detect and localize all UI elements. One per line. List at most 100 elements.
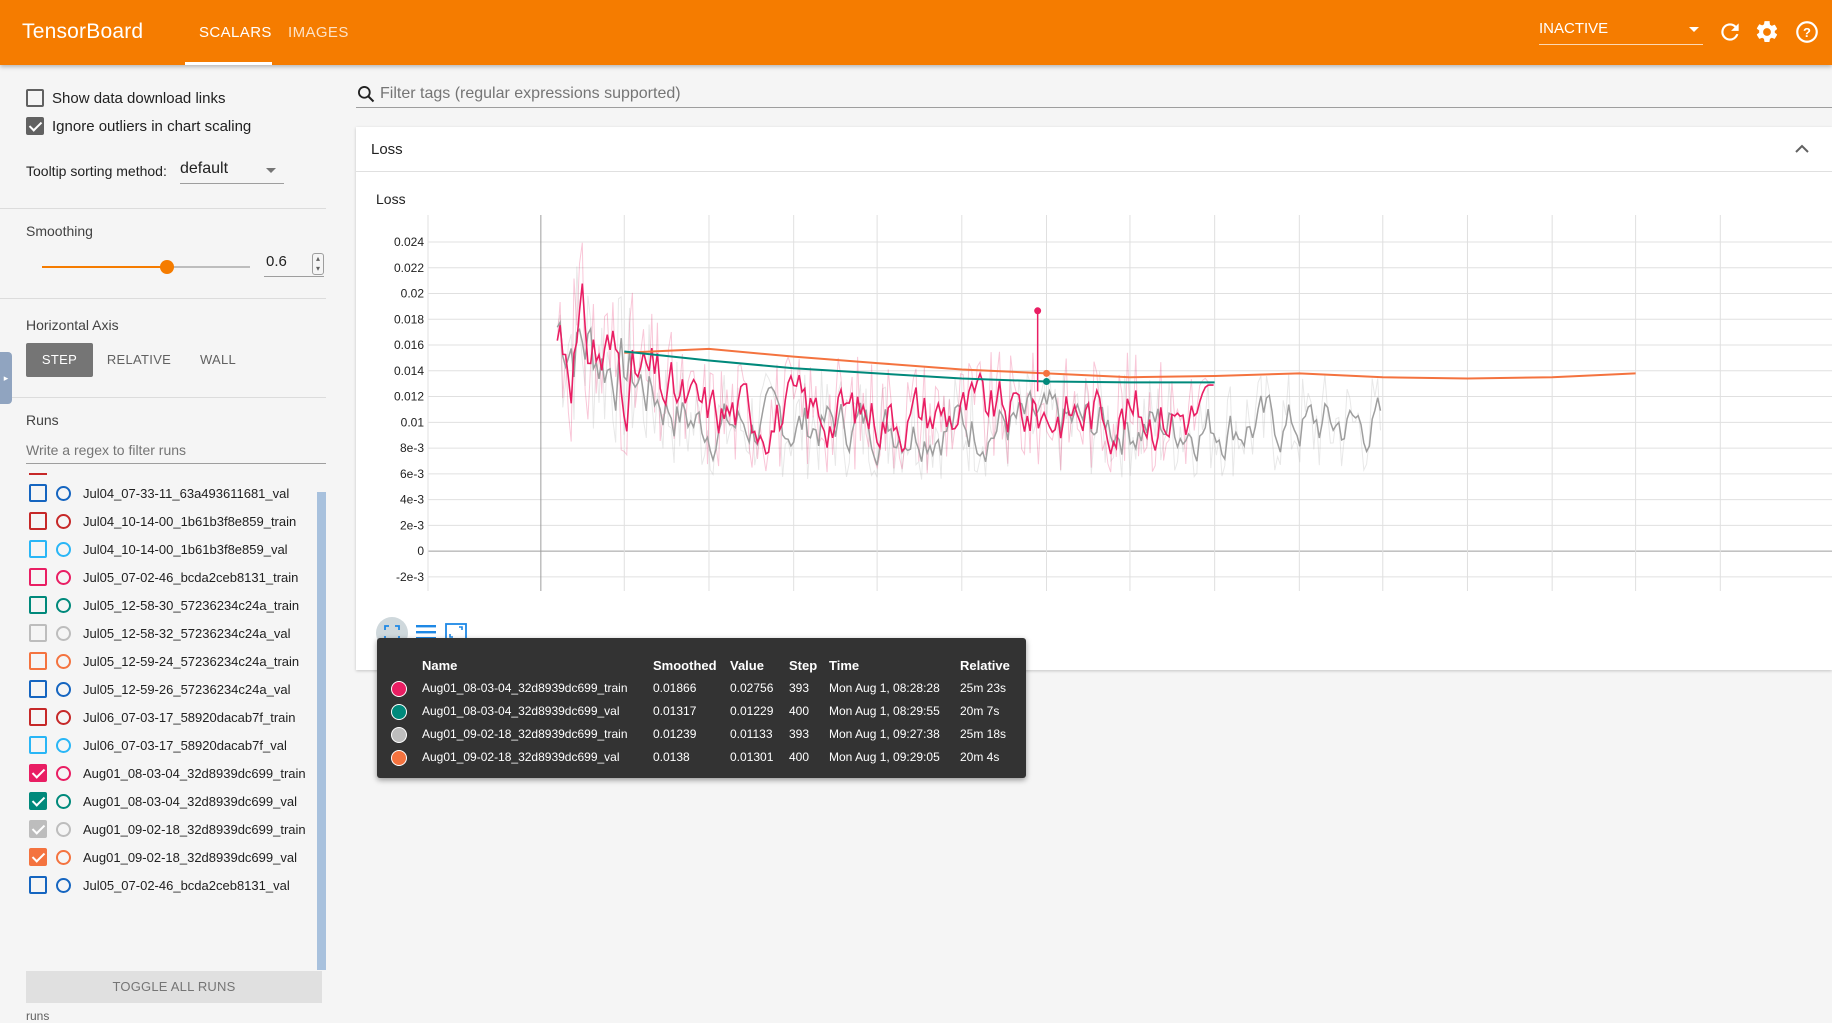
runs-scrollbar[interactable]: [317, 492, 326, 970]
run-row[interactable]: Jul04_10-14-00_1b61b3f8e859_val: [29, 537, 288, 561]
settings-gear-icon[interactable]: [1754, 19, 1780, 45]
run-checkbox-checked[interactable]: [29, 764, 47, 782]
run-checkbox[interactable]: [29, 540, 47, 558]
axis-step-button[interactable]: STEP: [26, 343, 93, 377]
run-checkbox-checked[interactable]: [29, 848, 47, 866]
tab-scalars[interactable]: SCALARS: [199, 24, 272, 41]
run-color-circle-icon[interactable]: [56, 709, 71, 725]
checkbox-box-checked[interactable]: [26, 117, 44, 135]
series-color-dot: [391, 704, 407, 720]
run-checkbox-checked[interactable]: [29, 792, 47, 810]
run-name: Jul05_12-59-26_57236234c24a_val: [83, 681, 291, 697]
run-row[interactable]: Aug01_08-03-04_32d8939dc699_train: [29, 761, 306, 785]
help-icon[interactable]: ?: [1794, 19, 1820, 45]
ignore-outliers-checkbox[interactable]: Ignore outliers in chart scaling: [26, 117, 251, 135]
status-dropdown[interactable]: INACTIVE: [1539, 20, 1703, 45]
tooltip-cell-value: 0.01229: [730, 704, 774, 718]
slider-thumb[interactable]: [159, 260, 174, 274]
run-checkbox[interactable]: [29, 624, 47, 642]
reload-icon[interactable]: [1717, 19, 1743, 45]
run-row[interactable]: Jul06_07-03-17_58920dacab7f_train: [29, 705, 296, 729]
tooltip-cell-name: Aug01_08-03-04_32d8939dc699_train: [422, 681, 628, 695]
tooltip-cell-name: Aug01_09-02-18_32d8939dc699_val: [422, 750, 620, 764]
tooltip-row: Aug01_08-03-04_32d8939dc699_train 0.01866…: [377, 678, 1026, 700]
run-row[interactable]: Jul04_10-14-00_1b61b3f8e859_train: [29, 509, 296, 533]
run-checkbox[interactable]: [29, 568, 47, 586]
run-color-circle-icon[interactable]: [56, 485, 71, 501]
run-checkbox[interactable]: [29, 680, 47, 698]
chart-title: Loss: [376, 191, 406, 207]
show-download-links-checkbox[interactable]: Show data download links: [26, 89, 225, 107]
run-row[interactable]: Aug01_09-02-18_32d8939dc699_train: [29, 817, 306, 841]
loss-chart[interactable]: 0.024 0.022 0.02 0.018 0.016 0.014 0.012 0.01 8e…: [356, 207, 1832, 607]
tab-images[interactable]: IMAGES: [288, 24, 349, 41]
run-row[interactable]: Jul05_12-59-26_57236234c24a_val: [29, 677, 290, 701]
run-color-circle-icon[interactable]: [56, 821, 71, 837]
run-color-circle-icon[interactable]: [56, 569, 71, 585]
y-tick-label: 0.01: [401, 415, 425, 429]
tooltip-cell-relative: 25m 18s: [960, 727, 1007, 741]
smoothing-slider[interactable]: [42, 260, 250, 274]
sidebar: Show data download links Ignore outliers…: [0, 65, 334, 1023]
run-checkbox[interactable]: [29, 652, 47, 670]
run-name: Jul05_12-59-24_57236234c24a_train: [83, 653, 300, 669]
chevron-up-icon[interactable]: [1794, 143, 1810, 155]
series-color-dot: [391, 727, 407, 743]
run-color-circle-icon[interactable]: [56, 765, 71, 781]
run-row[interactable]: Aug01_09-02-18_32d8939dc699_val: [29, 845, 297, 869]
axis-relative-button[interactable]: RELATIVE: [106, 352, 172, 367]
run-color-circle-icon[interactable]: [56, 541, 71, 557]
sidebar-collapse-handle[interactable]: ▸: [0, 352, 12, 404]
run-checkbox[interactable]: [29, 512, 47, 530]
tooltip-row: Aug01_09-02-18_32d8939dc699_train 0.01239…: [377, 724, 1026, 746]
tooltip-cell-value: 0.01133: [730, 727, 773, 741]
svg-text:?: ?: [1803, 25, 1811, 40]
run-row[interactable]: Jul04_07-33-11_63a493611681_val: [29, 481, 289, 505]
toggle-all-runs-button[interactable]: TOGGLE ALL RUNS: [26, 971, 322, 1003]
run-checkbox[interactable]: [29, 596, 47, 614]
tooltip-header-value: Value: [730, 658, 764, 673]
run-row[interactable]: Jul05_12-59-24_57236234c24a_train: [29, 649, 299, 673]
run-row[interactable]: Jul05_07-02-46_bcda2ceb8131_train: [29, 565, 298, 589]
y-tick-label: 0: [417, 544, 424, 558]
run-color-circle-icon[interactable]: [56, 681, 71, 697]
run-row[interactable]: Jul05_12-58-30_57236234c24a_train: [29, 593, 299, 617]
run-row[interactable]: Aug01_08-03-04_32d8939dc699_val: [29, 789, 297, 813]
run-name: Aug01_09-02-18_32d8939dc699_train: [83, 821, 306, 837]
run-color-circle-icon[interactable]: [56, 597, 71, 613]
run-checkbox[interactable]: [29, 708, 47, 726]
smoothing-input[interactable]: 0.6 ▴ ▾: [264, 253, 324, 277]
run-color-circle-icon[interactable]: [56, 653, 71, 669]
run-row[interactable]: Jul05_12-58-32_57236234c24a_val: [29, 621, 290, 645]
run-checkbox[interactable]: [29, 736, 47, 754]
run-checkbox[interactable]: [29, 876, 47, 894]
run-filter-input[interactable]: Write a regex to filter runs: [26, 442, 326, 464]
stepper-icon[interactable]: ▴ ▾: [312, 253, 324, 275]
axis-wall-button[interactable]: WALL: [199, 352, 237, 367]
tooltip-cell-smoothed: 0.01239: [653, 727, 697, 741]
tooltip-cell-name: Aug01_08-03-04_32d8939dc699_val: [422, 704, 620, 718]
tooltip-cell-value: 0.02756: [730, 681, 774, 695]
slider-fill: [42, 266, 167, 268]
y-tick-label: 0.012: [394, 390, 424, 404]
run-color-circle-icon[interactable]: [56, 625, 71, 641]
run-row[interactable]: Jul05_07-02-46_bcda2ceb8131_val: [29, 873, 290, 897]
tooltip-cell-time: Mon Aug 1, 08:28:28: [829, 681, 940, 695]
run-color-circle-icon[interactable]: [56, 793, 71, 809]
run-row[interactable]: Jul06_07-03-17_58920dacab7f_val: [29, 733, 287, 757]
tooltip-cell-step: 400: [789, 750, 810, 764]
y-tick-label: -2e-3: [396, 570, 424, 584]
tooltip-cell-relative: 20m 7s: [960, 704, 1000, 718]
tooltip-header-step: Step: [789, 658, 818, 673]
run-color-circle-icon[interactable]: [56, 877, 71, 893]
run-color-circle-icon[interactable]: [56, 513, 71, 529]
hover-point: [1043, 369, 1051, 377]
tooltip-sorting-dropdown[interactable]: default: [180, 160, 284, 184]
checkbox-box[interactable]: [26, 89, 44, 107]
run-color-circle-icon[interactable]: [56, 849, 71, 865]
run-checkbox[interactable]: [29, 484, 47, 502]
run-color-circle-icon[interactable]: [56, 737, 71, 753]
run-checkbox-checked[interactable]: [29, 820, 47, 838]
search-icon: [358, 86, 375, 103]
tag-filter-bar[interactable]: Filter tags (regular expressions support…: [356, 82, 1832, 108]
